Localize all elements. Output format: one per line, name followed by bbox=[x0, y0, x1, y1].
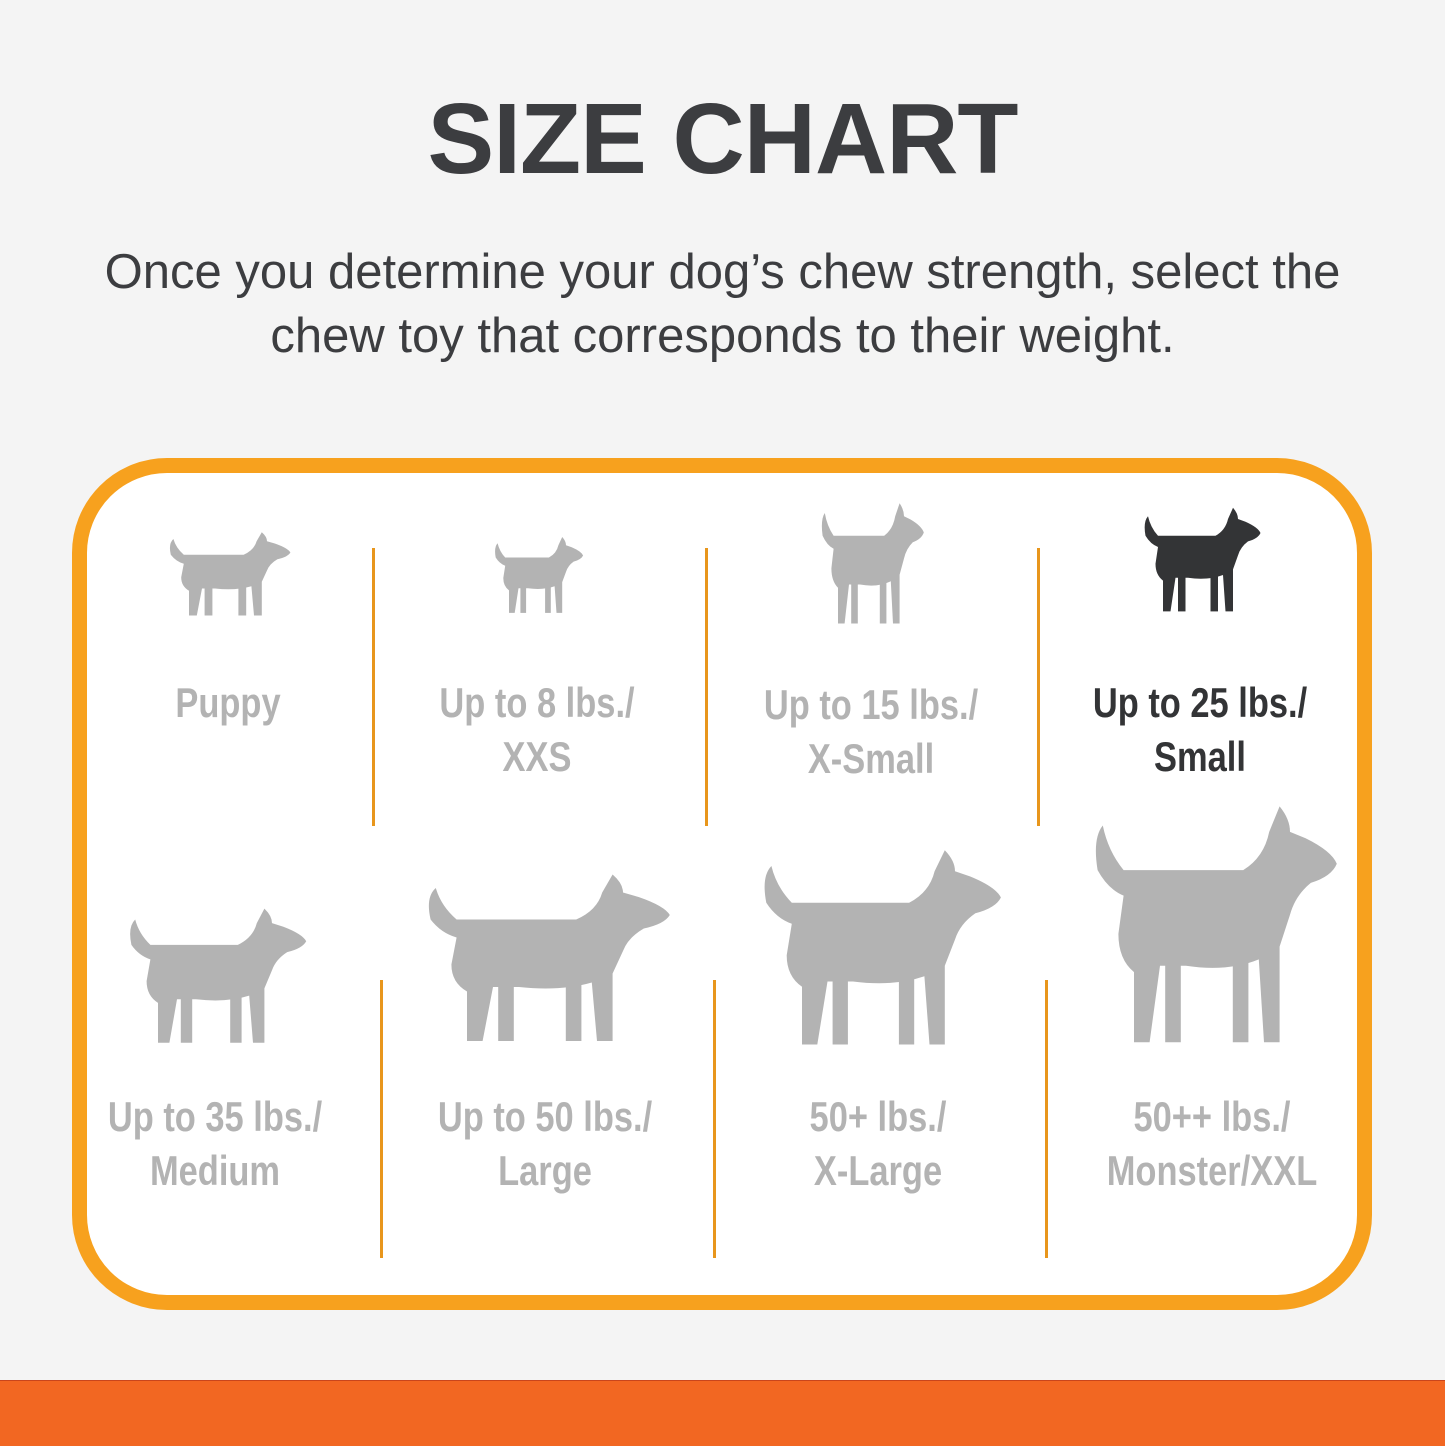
size-label-weight: Up to 25 lbs./ bbox=[1092, 679, 1308, 726]
size-label-name: Monster/XXL bbox=[1106, 1147, 1318, 1194]
size-label-name: X-Small bbox=[807, 735, 935, 782]
yorkie-icon bbox=[1138, 505, 1263, 617]
chihuahua-icon bbox=[490, 535, 585, 617]
size-label-weight: Up to 35 lbs./ bbox=[107, 1093, 323, 1140]
size-label-weight: Puppy bbox=[175, 679, 281, 726]
size-option-7: 50+ lbs./ X-Large bbox=[713, 845, 1043, 1194]
size-option-1: Puppy bbox=[63, 530, 393, 726]
subtitle-line: chew toy that corresponds to their weigh… bbox=[270, 309, 1175, 363]
labrador-icon bbox=[415, 870, 675, 1050]
size-label-weight: Up to 8 lbs./ bbox=[439, 679, 635, 726]
size-label-name: XXS bbox=[502, 733, 572, 780]
subtitle-line: Once you determine your dog’s chew stren… bbox=[104, 245, 1341, 299]
divider bbox=[705, 548, 708, 826]
size-label-weight: 50++ lbs./ bbox=[1133, 1093, 1291, 1140]
size-option-8: 50++ lbs./ Monster/XXL bbox=[1047, 800, 1377, 1194]
divider bbox=[1045, 980, 1048, 1258]
size-label-name: Small bbox=[1154, 733, 1246, 780]
page-subtitle: Once you determine your dog’s chew stren… bbox=[40, 240, 1405, 368]
divider bbox=[1037, 548, 1040, 826]
divider bbox=[380, 980, 383, 1258]
size-label-name: Large bbox=[498, 1147, 592, 1194]
divider bbox=[713, 980, 716, 1258]
bottom-bar bbox=[0, 1380, 1445, 1446]
toy-terrier-icon bbox=[816, 500, 926, 630]
size-option-2: Up to 8 lbs./ XXS bbox=[372, 535, 702, 780]
size-label-weight: Up to 50 lbs./ bbox=[437, 1093, 653, 1140]
size-option-4: Up to 25 lbs./ Small bbox=[1035, 505, 1365, 780]
size-label-name: X-Large bbox=[813, 1147, 943, 1194]
size-option-5: Up to 35 lbs./ Medium bbox=[50, 905, 380, 1194]
size-label-weight: Up to 15 lbs./ bbox=[763, 681, 979, 728]
beagle-icon bbox=[120, 905, 310, 1050]
size-option-3: Up to 15 lbs./ X-Small bbox=[706, 500, 1036, 782]
divider bbox=[372, 548, 375, 826]
page-title: SIZE CHART bbox=[427, 83, 1019, 195]
size-option-6: Up to 50 lbs./ Large bbox=[380, 870, 710, 1194]
puppy-icon bbox=[163, 530, 293, 620]
size-label-name: Medium bbox=[149, 1147, 281, 1194]
great-dane-icon bbox=[1082, 800, 1342, 1055]
size-label-weight: 50+ lbs./ bbox=[809, 1093, 947, 1140]
shepherd-icon bbox=[751, 845, 1006, 1055]
